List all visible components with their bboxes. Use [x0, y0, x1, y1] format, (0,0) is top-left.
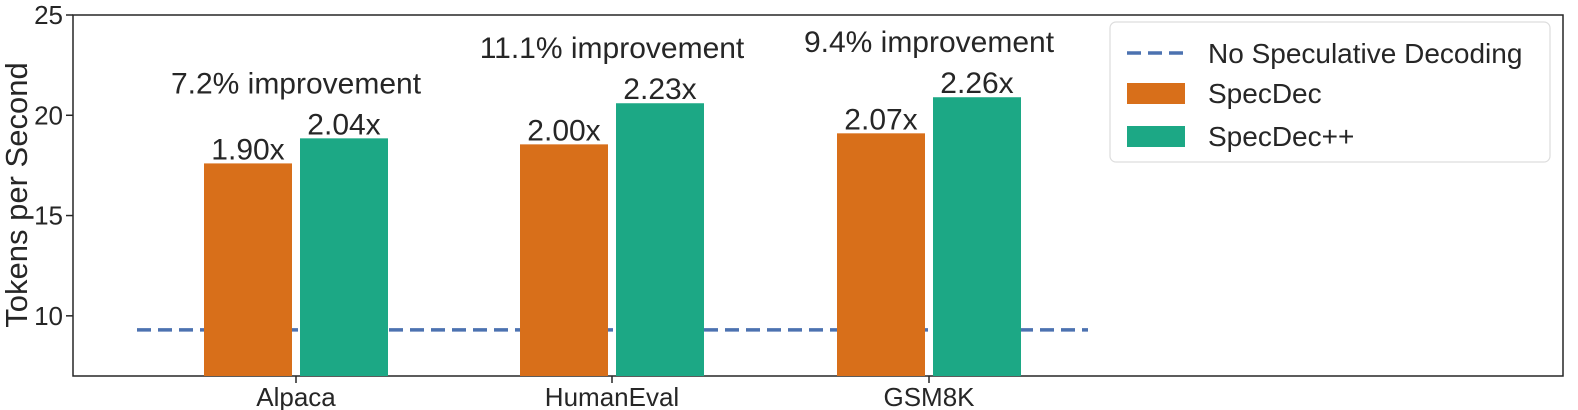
legend-frame	[1109, 21, 1551, 163]
legend-specdecpp-swatch	[1127, 126, 1185, 147]
bar-specdec-humaneval	[520, 144, 608, 376]
x-tick-label: Alpaca	[256, 382, 336, 410]
bar-value-label: 1.90x	[211, 133, 284, 166]
legend: No Speculative Decoding SpecDec SpecDec+…	[1109, 21, 1551, 163]
bar-specdec-alpaca	[204, 163, 292, 376]
legend-baseline-label: No Speculative Decoding	[1208, 38, 1522, 69]
bar-layer: 1.90x 2.04x 7.2% improvement 2.00x 2.23x 11.1…	[171, 26, 1055, 376]
bar-value-label: 2.04x	[307, 108, 380, 141]
bar-specdecpppp-alpaca	[300, 138, 388, 376]
x-axis: Alpaca HumanEval GSM8K	[256, 376, 975, 410]
y-axis-title: Tokens per Second	[0, 62, 34, 327]
y-tick-label: 25	[34, 0, 63, 30]
bar-specdec-gsm8k	[837, 133, 925, 376]
bar-value-label: 2.26x	[940, 67, 1013, 100]
plot-frame	[72, 14, 1564, 377]
y-axis: 10 15 20 25	[34, 0, 73, 331]
y-tick-label: 15	[34, 201, 63, 231]
bar-value-label: 2.23x	[623, 73, 696, 106]
y-tick-label: 10	[34, 301, 63, 331]
improvement-annotation: 9.4% improvement	[804, 26, 1055, 59]
legend-specdec-label: SpecDec	[1208, 78, 1322, 109]
improvement-annotation: 7.2% improvement	[171, 67, 422, 100]
x-tick-label: HumanEval	[545, 382, 679, 410]
bar-value-label: 2.00x	[527, 114, 600, 147]
x-tick-label: GSM8K	[883, 382, 975, 410]
legend-specdecpp-label: SpecDec++	[1208, 121, 1354, 152]
y-tick-label: 20	[34, 100, 63, 130]
bar-specdecpppp-gsm8k	[933, 97, 1021, 376]
bar-specdecpppp-humaneval	[616, 103, 704, 376]
legend-specdec-swatch	[1127, 83, 1185, 104]
improvement-annotation: 11.1% improvement	[480, 32, 745, 65]
bar-value-label: 2.07x	[844, 103, 917, 136]
